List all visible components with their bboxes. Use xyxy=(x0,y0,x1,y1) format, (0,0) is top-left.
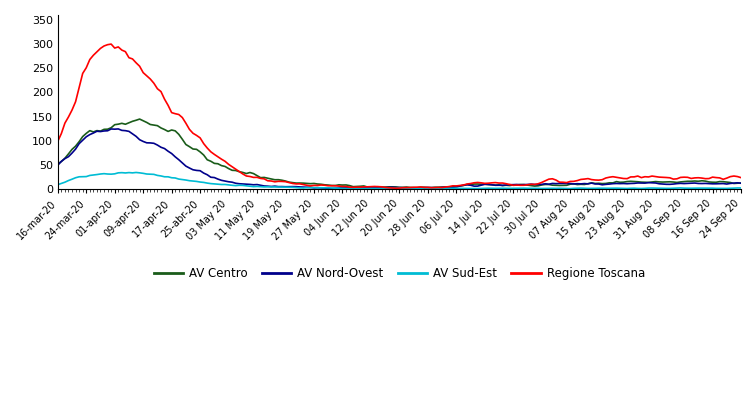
Regione Toscana xyxy=(484,181,493,186)
Regione Toscana xyxy=(331,183,340,188)
Regione Toscana xyxy=(573,178,582,183)
AV Nord-Ovest xyxy=(484,182,493,187)
AV Sud-Est xyxy=(331,186,340,191)
AV Centro xyxy=(573,182,582,187)
AV Nord-Ovest xyxy=(327,186,336,191)
AV Centro xyxy=(135,116,144,122)
AV Nord-Ovest xyxy=(573,181,582,186)
AV Centro xyxy=(331,183,340,188)
AV Centro xyxy=(484,182,493,187)
Line: AV Sud-Est: AV Sud-Est xyxy=(57,173,741,189)
AV Nord-Ovest xyxy=(217,178,226,183)
AV Centro xyxy=(413,185,422,190)
AV Nord-Ovest xyxy=(736,181,745,186)
Line: AV Nord-Ovest: AV Nord-Ovest xyxy=(57,129,741,189)
AV Nord-Ovest xyxy=(113,127,122,132)
Regione Toscana xyxy=(736,175,745,180)
AV Centro xyxy=(217,163,226,168)
Regione Toscana xyxy=(392,186,401,191)
AV Sud-Est xyxy=(573,186,582,191)
AV Sud-Est xyxy=(569,186,578,191)
Regione Toscana xyxy=(569,179,578,184)
AV Sud-Est xyxy=(132,170,141,175)
AV Sud-Est xyxy=(736,186,745,191)
AV Sud-Est xyxy=(217,182,226,187)
Regione Toscana xyxy=(217,157,226,162)
AV Sud-Est xyxy=(53,182,62,187)
Regione Toscana xyxy=(107,41,116,47)
AV Nord-Ovest xyxy=(334,186,343,191)
Line: Regione Toscana: Regione Toscana xyxy=(57,44,741,188)
Line: AV Centro: AV Centro xyxy=(57,119,741,188)
AV Nord-Ovest xyxy=(569,181,578,186)
AV Centro xyxy=(569,181,578,186)
AV Centro xyxy=(53,161,62,166)
Regione Toscana xyxy=(53,139,62,144)
AV Nord-Ovest xyxy=(53,163,62,168)
AV Nord-Ovest xyxy=(306,185,315,190)
AV Centro xyxy=(736,181,745,186)
AV Sud-Est xyxy=(306,185,315,190)
Legend: AV Centro, AV Nord-Ovest, AV Sud-Est, Regione Toscana: AV Centro, AV Nord-Ovest, AV Sud-Est, Re… xyxy=(149,262,649,285)
AV Sud-Est xyxy=(480,186,489,191)
Regione Toscana xyxy=(306,184,315,189)
AV Sud-Est xyxy=(565,186,575,191)
AV Centro xyxy=(306,181,315,186)
